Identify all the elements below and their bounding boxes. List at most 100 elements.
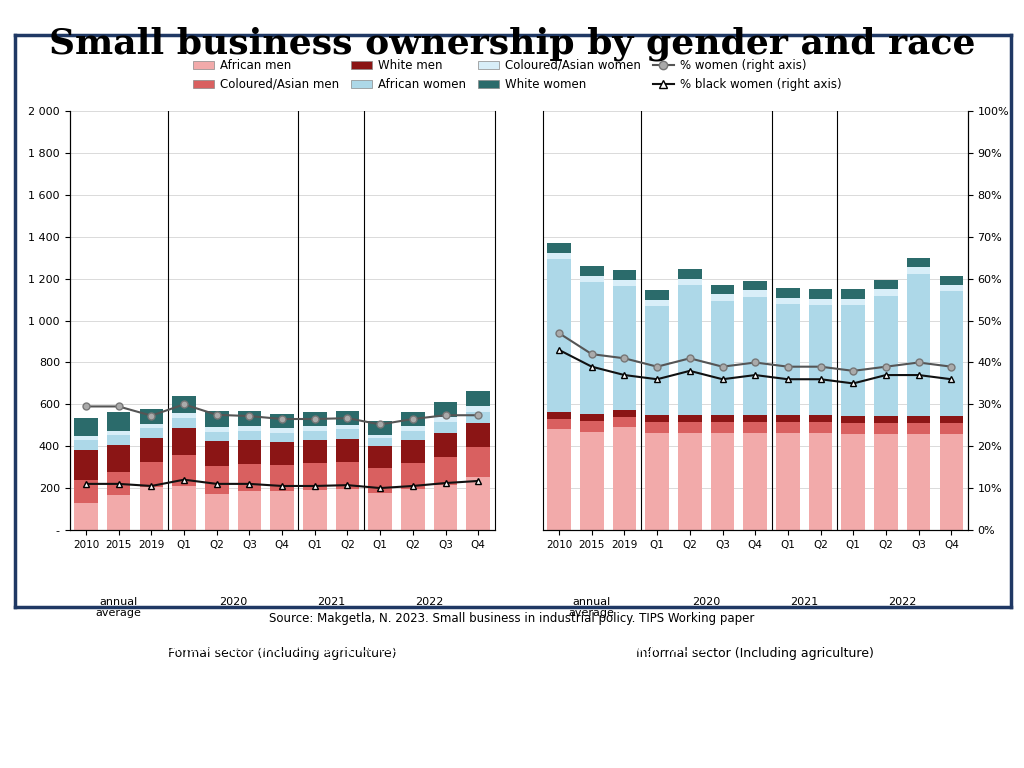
Bar — [434, 457, 458, 485]
Bar — [874, 280, 898, 290]
Text: Black women account for less than 15% of formal business ownership: Black women account for less than 15% of… — [42, 734, 528, 749]
Bar — [645, 422, 669, 432]
Bar — [809, 432, 833, 530]
Bar — [401, 431, 425, 440]
Bar — [907, 258, 931, 267]
Bar — [238, 426, 261, 431]
Bar — [172, 396, 196, 412]
Bar — [940, 434, 964, 530]
Legend: African men, Coloured/Asian men, White men, African women, Coloured/Asian women,: African men, Coloured/Asian men, White m… — [188, 55, 846, 95]
Bar — [842, 415, 865, 423]
Bar — [139, 438, 163, 462]
Bar — [139, 487, 163, 530]
Bar — [940, 276, 964, 285]
Bar — [580, 282, 603, 414]
Bar — [74, 450, 97, 480]
Bar — [106, 495, 130, 530]
Bar — [809, 415, 833, 422]
Bar — [809, 290, 833, 299]
Bar — [678, 279, 701, 285]
Bar — [172, 486, 196, 530]
Bar — [678, 285, 701, 415]
Bar — [303, 412, 327, 426]
Text: •: • — [27, 688, 39, 707]
Bar — [711, 301, 734, 415]
Bar — [612, 280, 636, 286]
Bar — [874, 423, 898, 434]
Bar — [270, 432, 294, 442]
Bar — [270, 414, 294, 429]
Bar — [205, 432, 228, 442]
Bar — [678, 270, 701, 279]
Bar — [907, 423, 931, 434]
Text: Formal sector (Including agriculture): Formal sector (Including agriculture) — [168, 647, 396, 660]
Bar — [776, 432, 800, 530]
Bar — [580, 266, 603, 276]
Bar — [74, 435, 97, 440]
Bar — [678, 415, 701, 422]
Text: Black women’s business ownership is largely concentrated in the informal sector,: Black women’s business ownership is larg… — [42, 641, 710, 671]
Bar — [842, 299, 865, 305]
Bar — [743, 415, 767, 422]
Bar — [776, 298, 800, 304]
Bar — [139, 409, 163, 424]
Bar — [172, 418, 196, 429]
Bar — [369, 435, 392, 438]
Text: Small business ownership by gender and race: Small business ownership by gender and r… — [49, 27, 975, 61]
Bar — [874, 415, 898, 423]
Text: 2022: 2022 — [415, 597, 443, 607]
Text: 2021: 2021 — [317, 597, 345, 607]
Bar — [547, 259, 570, 412]
Bar — [645, 306, 669, 415]
Bar — [907, 267, 931, 273]
Bar — [434, 402, 458, 417]
Bar — [369, 438, 392, 446]
Bar — [776, 422, 800, 432]
Bar — [434, 422, 458, 432]
Bar — [172, 412, 196, 418]
Bar — [580, 414, 603, 421]
Bar — [612, 417, 636, 427]
Bar — [467, 406, 490, 412]
Bar — [580, 276, 603, 282]
Text: Informal sector (Including agriculture): Informal sector (Including agriculture) — [636, 647, 874, 660]
Bar — [369, 468, 392, 493]
Bar — [842, 423, 865, 434]
Bar — [743, 422, 767, 432]
Text: Source: Makgetla, N. 2023. Small business in industrial policy. TIPS Working pap: Source: Makgetla, N. 2023. Small busines… — [269, 612, 755, 625]
Bar — [238, 440, 261, 464]
Bar — [74, 418, 97, 435]
Bar — [205, 442, 228, 466]
Bar — [205, 466, 228, 495]
Bar — [467, 477, 490, 530]
Bar — [874, 290, 898, 296]
Bar — [369, 421, 392, 435]
Bar — [270, 442, 294, 465]
Text: annual
average: annual average — [568, 597, 614, 618]
Bar — [336, 489, 359, 530]
Bar — [809, 305, 833, 415]
Bar — [303, 490, 327, 530]
Bar — [940, 285, 964, 291]
Bar — [434, 485, 458, 530]
Bar — [336, 439, 359, 462]
Bar — [678, 432, 701, 530]
Bar — [743, 281, 767, 290]
Bar — [74, 503, 97, 530]
Bar — [172, 455, 196, 486]
Text: 2020: 2020 — [219, 597, 247, 607]
Bar — [172, 429, 196, 455]
Bar — [336, 429, 359, 439]
Bar — [907, 434, 931, 530]
Bar — [106, 431, 130, 435]
Bar — [547, 243, 570, 253]
Bar — [776, 304, 800, 415]
Bar — [205, 495, 228, 530]
Bar — [401, 489, 425, 530]
Bar — [809, 422, 833, 432]
Bar — [270, 492, 294, 530]
Bar — [645, 300, 669, 306]
Bar — [303, 426, 327, 431]
Bar — [238, 464, 261, 492]
Bar — [336, 425, 359, 429]
